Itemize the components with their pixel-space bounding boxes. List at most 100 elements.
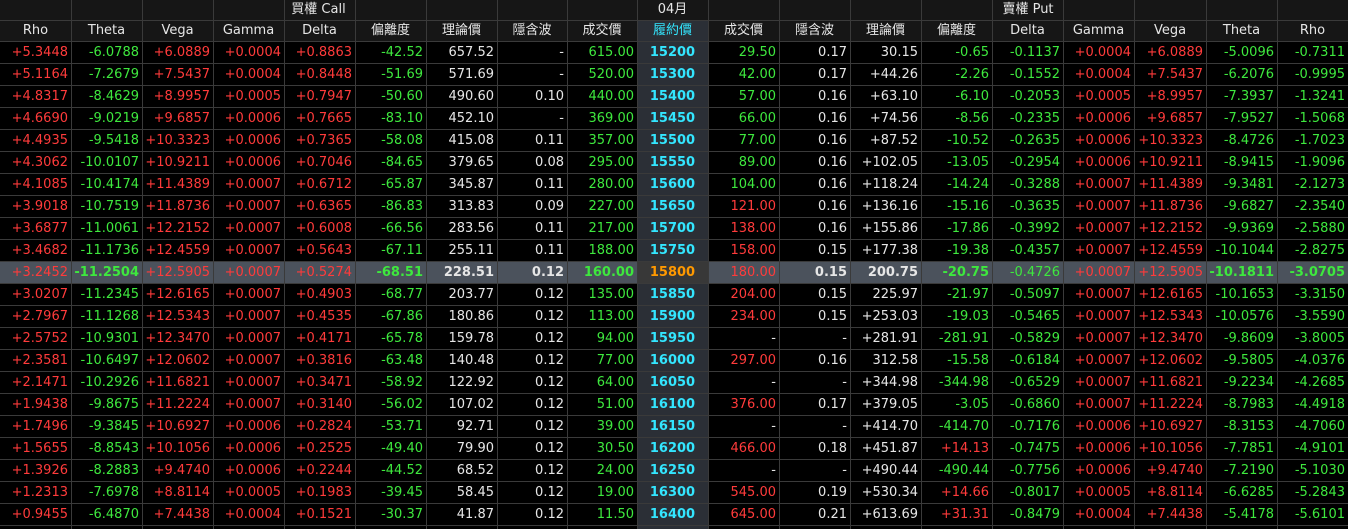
call-cell-rho[interactable]: +1.2313 (11, 485, 68, 500)
put-cell-last-price[interactable]: 234.00 (730, 309, 777, 324)
call-cell-delta[interactable]: +0.8863 (295, 45, 352, 60)
call-cell-theoretical-price[interactable]: 313.83 (448, 199, 495, 214)
call-cell-deviation[interactable]: -58.92 (381, 375, 423, 390)
call-cell-deviation[interactable]: -83.10 (381, 111, 423, 126)
strike-price[interactable]: 16300 (649, 485, 696, 500)
put-cell-implied-volatility[interactable]: - (842, 463, 847, 478)
call-cell-rho[interactable]: +1.7496 (11, 419, 68, 434)
put-cell-vega[interactable]: +8.8114 (1146, 485, 1203, 500)
put-cell-theta[interactable]: -9.6827 (1223, 199, 1274, 214)
call-cell-deviation[interactable]: -58.08 (381, 133, 423, 148)
put-cell-delta[interactable]: -0.4357 (1009, 243, 1060, 258)
call-col-header-deviation[interactable]: 偏離度 (355, 20, 426, 42)
call-cell-last-price[interactable]: 19.00 (596, 485, 634, 500)
put-cell-last-price[interactable]: 376.00 (730, 397, 777, 412)
put-col-header-theta[interactable]: Theta (1206, 20, 1277, 42)
call-cell-theoretical-price[interactable]: 58.45 (456, 485, 494, 500)
call-cell-delta[interactable]: +0.6712 (295, 177, 352, 192)
call-cell-delta[interactable]: +0.2824 (295, 419, 352, 434)
put-cell-rho[interactable]: -1.3241 (1294, 89, 1345, 104)
put-cell-rho[interactable]: -4.4918 (1294, 397, 1345, 412)
put-cell-rho[interactable]: -0.9995 (1294, 67, 1345, 82)
call-cell-deviation[interactable]: -44.52 (381, 463, 423, 478)
put-col-header-vega[interactable]: Vega (1134, 20, 1206, 42)
put-cell-implied-volatility[interactable]: 0.19 (818, 485, 847, 500)
call-cell-delta[interactable]: +0.3471 (295, 375, 352, 390)
call-col-header-rho[interactable]: Rho (0, 20, 71, 42)
put-cell-last-price[interactable]: 466.00 (730, 441, 777, 456)
put-cell-implied-volatility[interactable]: 0.16 (818, 89, 847, 104)
put-cell-theoretical-price[interactable]: 30.15 (880, 45, 918, 60)
put-cell-delta[interactable]: -0.2335 (1009, 111, 1060, 126)
put-cell-gamma[interactable]: +0.0007 (1074, 177, 1131, 192)
strike-price[interactable]: 15200 (649, 45, 696, 60)
put-cell-vega[interactable]: +10.6927 (1138, 419, 1203, 434)
put-cell-last-price[interactable]: 66.00 (738, 111, 776, 126)
strike-col-header[interactable]: 履約價 (637, 20, 708, 42)
call-cell-implied-volatility[interactable]: 0.12 (535, 331, 564, 346)
call-cell-gamma[interactable]: +0.0006 (224, 111, 281, 126)
call-cell-vega[interactable]: +12.5905 (145, 265, 210, 280)
put-cell-delta[interactable]: -0.5465 (1009, 309, 1060, 324)
call-cell-deviation[interactable]: -67.11 (381, 243, 423, 258)
put-cell-vega[interactable]: +12.5905 (1138, 265, 1203, 280)
strike-price[interactable]: 15600 (649, 177, 696, 192)
call-cell-theta[interactable]: -11.2345 (80, 287, 139, 302)
put-col-header-last-price[interactable]: 成交價 (708, 20, 779, 42)
call-cell-theoretical-price[interactable]: 107.02 (448, 397, 495, 412)
call-cell-theta[interactable]: -10.4174 (80, 177, 139, 192)
put-cell-rho[interactable]: -5.6101 (1294, 507, 1345, 522)
put-cell-deviation[interactable]: -414.70 (938, 419, 989, 434)
call-cell-theta[interactable]: -10.2926 (80, 375, 139, 390)
put-cell-deviation[interactable]: -19.38 (947, 243, 989, 258)
call-cell-vega[interactable]: +9.4740 (153, 463, 210, 478)
put-cell-rho[interactable]: -2.8275 (1294, 243, 1345, 258)
call-cell-last-price[interactable]: 11.50 (596, 507, 634, 522)
call-cell-gamma[interactable]: +0.0007 (224, 265, 281, 280)
put-cell-rho[interactable]: -0.7311 (1294, 45, 1345, 60)
call-cell-gamma[interactable]: +0.0007 (224, 331, 281, 346)
put-cell-gamma[interactable]: +0.0006 (1074, 155, 1131, 170)
put-cell-last-price[interactable]: 138.00 (730, 221, 777, 236)
call-cell-last-price[interactable]: 295.00 (588, 155, 635, 170)
call-cell-gamma[interactable]: +0.0007 (224, 243, 281, 258)
put-cell-theoretical-price[interactable]: +490.44 (861, 463, 918, 478)
put-cell-implied-volatility[interactable]: - (842, 375, 847, 390)
strike-price[interactable]: 15900 (649, 309, 696, 324)
call-cell-rho[interactable]: +4.1085 (11, 177, 68, 192)
call-cell-theta[interactable]: -6.4870 (88, 507, 139, 522)
put-cell-gamma[interactable]: +0.0007 (1074, 199, 1131, 214)
call-col-header-vega[interactable]: Vega (142, 20, 213, 42)
put-cell-theoretical-price[interactable]: +155.86 (861, 221, 918, 236)
strike-price[interactable]: 15750 (649, 243, 696, 258)
call-cell-implied-volatility[interactable]: 0.12 (535, 507, 564, 522)
call-cell-gamma[interactable]: +0.0007 (224, 199, 281, 214)
month-selector[interactable]: 04月 (637, 0, 708, 20)
put-cell-gamma[interactable]: +0.0004 (1074, 45, 1131, 60)
call-cell-deviation[interactable]: -86.83 (381, 199, 423, 214)
call-cell-vega[interactable]: +11.8736 (145, 199, 210, 214)
put-cell-theoretical-price[interactable]: +177.38 (861, 243, 918, 258)
strike-price[interactable]: 15450 (649, 111, 696, 126)
call-cell-rho[interactable]: +0.9455 (11, 507, 68, 522)
call-cell-gamma[interactable]: +0.0004 (224, 507, 281, 522)
put-cell-theta[interactable]: -8.4726 (1223, 133, 1274, 148)
put-cell-delta[interactable]: -0.2954 (1009, 155, 1060, 170)
put-cell-last-price[interactable]: 645.00 (730, 507, 777, 522)
strike-price[interactable]: 15650 (649, 199, 696, 214)
call-cell-deviation[interactable]: -39.45 (381, 485, 423, 500)
call-cell-rho[interactable]: +1.9438 (11, 397, 68, 412)
put-cell-gamma[interactable]: +0.0004 (1074, 507, 1131, 522)
call-cell-last-price[interactable]: 24.00 (596, 463, 634, 478)
put-cell-theta[interactable]: -9.9369 (1223, 221, 1274, 236)
put-cell-last-price[interactable]: 29.50 (738, 45, 776, 60)
put-cell-theta[interactable]: -9.3481 (1223, 177, 1274, 192)
put-cell-implied-volatility[interactable]: - (842, 331, 847, 346)
put-cell-last-price[interactable]: 204.00 (730, 287, 777, 302)
call-cell-rho[interactable]: +3.0207 (11, 287, 68, 302)
put-cell-theta[interactable]: -7.7851 (1223, 441, 1274, 456)
put-col-header-delta[interactable]: Delta (992, 20, 1063, 42)
put-cell-theta[interactable]: -8.9415 (1223, 155, 1274, 170)
put-cell-gamma[interactable]: +0.0007 (1074, 375, 1131, 390)
call-cell-theoretical-price[interactable]: 379.65 (448, 155, 495, 170)
